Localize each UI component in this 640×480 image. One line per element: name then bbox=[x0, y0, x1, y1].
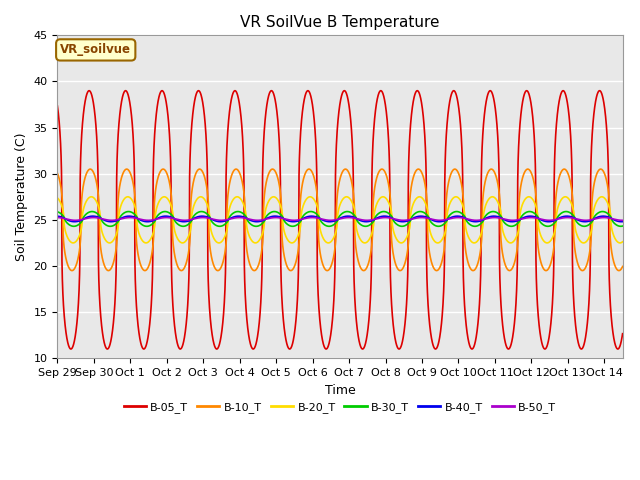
B-30_T bbox=[518, 214, 525, 219]
B-20_T bbox=[543, 240, 551, 246]
B-50_T bbox=[518, 216, 525, 222]
B-20_T bbox=[525, 194, 532, 200]
B-40_T bbox=[459, 214, 467, 220]
B-10_T bbox=[459, 189, 467, 195]
B-40_T bbox=[97, 215, 104, 221]
Title: VR SoilVue B Temperature: VR SoilVue B Temperature bbox=[240, 15, 440, 30]
B-20_T bbox=[458, 202, 466, 207]
B-50_T bbox=[459, 215, 467, 221]
B-05_T bbox=[223, 133, 231, 139]
B-50_T bbox=[54, 215, 61, 220]
B-10_T bbox=[570, 227, 577, 232]
B-50_T bbox=[619, 217, 627, 223]
B-40_T bbox=[223, 217, 231, 223]
B-20_T bbox=[54, 195, 61, 201]
B-50_T bbox=[97, 216, 104, 221]
Line: B-40_T: B-40_T bbox=[58, 216, 623, 222]
Line: B-10_T: B-10_T bbox=[58, 169, 623, 271]
B-10_T bbox=[177, 268, 185, 274]
B-50_T bbox=[108, 217, 116, 223]
B-40_T bbox=[203, 214, 211, 220]
B-05_T bbox=[203, 154, 211, 160]
B-10_T bbox=[159, 166, 167, 172]
B-20_T bbox=[518, 205, 525, 211]
B-05_T bbox=[619, 331, 627, 336]
B-10_T bbox=[204, 188, 211, 193]
B-10_T bbox=[619, 264, 627, 269]
B-30_T bbox=[97, 214, 104, 220]
B-10_T bbox=[518, 179, 525, 184]
B-30_T bbox=[459, 211, 467, 217]
B-10_T bbox=[54, 170, 61, 176]
B-05_T bbox=[54, 103, 61, 109]
B-30_T bbox=[380, 209, 388, 215]
B-20_T bbox=[570, 207, 577, 213]
Text: VR_soilvue: VR_soilvue bbox=[60, 43, 131, 57]
B-05_T bbox=[459, 173, 467, 179]
B-30_T bbox=[398, 223, 406, 229]
X-axis label: Time: Time bbox=[324, 384, 355, 396]
Legend: B-05_T, B-10_T, B-20_T, B-30_T, B-40_T, B-50_T: B-05_T, B-10_T, B-20_T, B-30_T, B-40_T, … bbox=[119, 397, 561, 417]
Y-axis label: Soil Temperature (C): Soil Temperature (C) bbox=[15, 132, 28, 261]
B-30_T bbox=[203, 211, 211, 216]
B-05_T bbox=[359, 346, 367, 352]
B-05_T bbox=[518, 105, 525, 111]
B-05_T bbox=[377, 88, 385, 94]
B-20_T bbox=[619, 239, 627, 245]
B-20_T bbox=[223, 224, 231, 230]
B-05_T bbox=[570, 293, 577, 299]
B-10_T bbox=[97, 240, 104, 246]
B-40_T bbox=[518, 216, 525, 221]
B-50_T bbox=[224, 216, 232, 222]
B-20_T bbox=[203, 201, 211, 207]
B-40_T bbox=[570, 215, 577, 220]
Line: B-30_T: B-30_T bbox=[58, 212, 623, 226]
B-40_T bbox=[271, 213, 279, 219]
B-10_T bbox=[224, 194, 232, 200]
B-50_T bbox=[570, 216, 577, 221]
Line: B-05_T: B-05_T bbox=[58, 91, 623, 349]
B-40_T bbox=[54, 213, 61, 219]
B-20_T bbox=[97, 213, 104, 218]
B-30_T bbox=[54, 209, 61, 215]
Line: B-50_T: B-50_T bbox=[58, 217, 623, 220]
B-30_T bbox=[223, 219, 231, 225]
B-30_T bbox=[619, 223, 627, 229]
B-05_T bbox=[97, 306, 104, 312]
B-40_T bbox=[619, 219, 627, 225]
Line: B-20_T: B-20_T bbox=[58, 197, 623, 243]
B-50_T bbox=[126, 215, 134, 220]
B-30_T bbox=[570, 213, 577, 218]
B-40_T bbox=[253, 219, 260, 225]
B-50_T bbox=[204, 215, 211, 221]
